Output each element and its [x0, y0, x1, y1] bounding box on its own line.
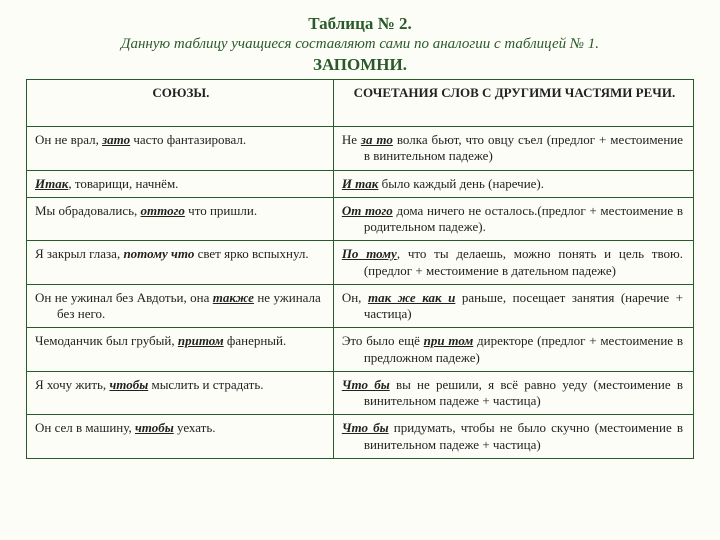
cell-combination: Что бы придумать, чтобы не было скучно (… [333, 415, 693, 459]
emphasis: так же как и [368, 290, 455, 305]
cell-text: Не за то волка бьют, что овцу съел (пред… [342, 132, 683, 165]
cell-combination: От того дома ничего не осталось.(предлог… [333, 197, 693, 241]
cell-combination: Не за то волка бьют, что овцу съел (пред… [333, 127, 693, 171]
cell-text: Это было ещё при том директоре (предлог … [342, 333, 683, 366]
table-row: Итак, товарищи, начнём. И так было каждый… [27, 170, 694, 197]
remember: ЗАПОМНИ. [26, 55, 694, 75]
comparison-table: СОЮЗЫ. СОЧЕТАНИЯ СЛОВ С ДРУГИМИ ЧАСТЯМИ … [26, 79, 694, 459]
cell-text: Что бы вы не решили, я всё равно уеду (м… [342, 377, 683, 410]
emphasis: за то [361, 132, 393, 147]
emphasis: при том [424, 333, 474, 348]
cell-conjunction: Я закрыл глаза, потому что свет ярко всп… [27, 241, 334, 285]
cell-text: Я хочу жить, чтобы мыслить и страдать. [35, 377, 321, 393]
cell-conjunction: Чемоданчик был грубый, притом фанерный. [27, 328, 334, 372]
cell-text: Я закрыл глаза, потому что свет ярко всп… [35, 246, 321, 262]
table-number: Таблица № 2. [26, 14, 694, 34]
cell-combination: По тому, что ты делаешь, можно понять и … [333, 241, 693, 285]
emphasis: Что бы [342, 420, 389, 435]
cell-text: По тому, что ты делаешь, можно понять и … [342, 246, 683, 279]
cell-combination: Что бы вы не решили, я всё равно уеду (м… [333, 371, 693, 415]
cell-combination: Это было ещё при том директоре (предлог … [333, 328, 693, 372]
emphasis: И так [342, 176, 379, 191]
cell-text: Он не врал, зато часто фантазировал. [35, 132, 321, 148]
table-row: Он не ужинал без Авдотьи, она также не у… [27, 284, 694, 328]
emphasis: Итак [35, 176, 68, 191]
emphasis: оттого [141, 203, 185, 218]
page: Таблица № 2. Данную таблицу учащиеся сос… [0, 0, 720, 540]
cell-text: Он, так же как и раньше, посещает заняти… [342, 290, 683, 323]
emphasis: От того [342, 203, 393, 218]
table-row: Он сел в машину, чтобы уехать. Что бы при… [27, 415, 694, 459]
cell-combination: И так было каждый день (наречие). [333, 170, 693, 197]
emphasis: чтобы [135, 420, 174, 435]
cell-conjunction: Итак, товарищи, начнём. [27, 170, 334, 197]
cell-text: Итак, товарищи, начнём. [35, 176, 321, 192]
table-header-row: СОЮЗЫ. СОЧЕТАНИЯ СЛОВ С ДРУГИМИ ЧАСТЯМИ … [27, 80, 694, 127]
emphasis: чтобы [109, 377, 148, 392]
table-row: Мы обрадовались, оттого что пришли. От то… [27, 197, 694, 241]
emphasis: Что бы [342, 377, 390, 392]
cell-text: От того дома ничего не осталось.(предлог… [342, 203, 683, 236]
table-note: Данную таблицу учащиеся составляют сами … [26, 36, 694, 53]
cell-conjunction: Мы обрадовались, оттого что пришли. [27, 197, 334, 241]
cell-text: Мы обрадовались, оттого что пришли. [35, 203, 321, 219]
cell-conjunction: Я хочу жить, чтобы мыслить и страдать. [27, 371, 334, 415]
cell-text: Он сел в машину, чтобы уехать. [35, 420, 321, 436]
table-body: Он не врал, зато часто фантазировал. Не з… [27, 127, 694, 459]
table-row: Он не врал, зато часто фантазировал. Не з… [27, 127, 694, 171]
cell-conjunction: Он не ужинал без Авдотьи, она также не у… [27, 284, 334, 328]
table-row: Чемоданчик был грубый, притом фанерный. Э… [27, 328, 694, 372]
cell-text: Он не ужинал без Авдотьи, она также не у… [35, 290, 321, 323]
cell-text: Чемоданчик был грубый, притом фанерный. [35, 333, 321, 349]
cell-text: И так было каждый день (наречие). [342, 176, 683, 192]
cell-conjunction: Он не врал, зато часто фантазировал. [27, 127, 334, 171]
emphasis: притом [178, 333, 224, 348]
header-left: СОЮЗЫ. [27, 80, 334, 127]
emphasis: потому что [123, 246, 194, 261]
cell-combination: Он, так же как и раньше, посещает заняти… [333, 284, 693, 328]
cell-text: Что бы придумать, чтобы не было скучно (… [342, 420, 683, 453]
emphasis: По тому [342, 246, 397, 261]
table-row: Я закрыл глаза, потому что свет ярко всп… [27, 241, 694, 285]
table-row: Я хочу жить, чтобы мыслить и страдать. Чт… [27, 371, 694, 415]
emphasis: также [213, 290, 254, 305]
cell-conjunction: Он сел в машину, чтобы уехать. [27, 415, 334, 459]
emphasis: зато [102, 132, 130, 147]
header-right: СОЧЕТАНИЯ СЛОВ С ДРУГИМИ ЧАСТЯМИ РЕЧИ. [333, 80, 693, 127]
